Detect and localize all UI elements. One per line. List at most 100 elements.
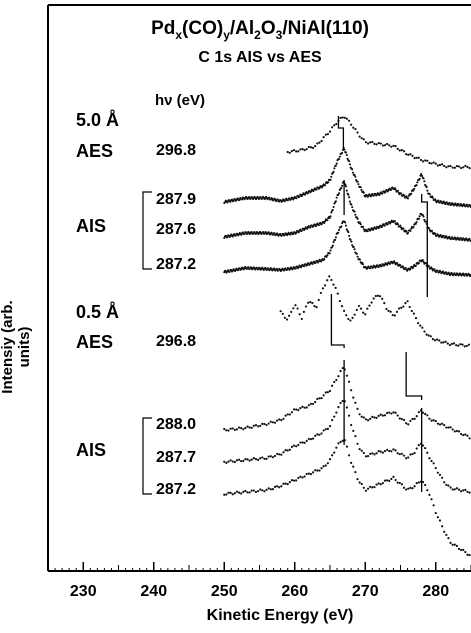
data-point: [329, 215, 332, 218]
data-point: [300, 317, 303, 321]
data-point: [255, 266, 258, 269]
data-point: [383, 144, 387, 147]
x-tick-label-230: 230: [70, 583, 97, 600]
data-point: [376, 294, 380, 297]
data-point: [356, 180, 359, 183]
data-point: [362, 486, 365, 489]
data-point: [357, 304, 361, 308]
data-point: [375, 452, 378, 455]
data-point: [402, 418, 406, 422]
data-point: [301, 148, 304, 151]
data-point: [369, 228, 372, 231]
data-point: [248, 491, 251, 494]
data-point: [349, 319, 352, 322]
ais-bracket-05: [142, 417, 152, 495]
data-point: [428, 493, 431, 496]
data-point: [336, 292, 339, 295]
data-point: [289, 233, 292, 236]
data-point: [326, 391, 329, 394]
data-point: [453, 543, 456, 546]
data-point: [417, 481, 420, 484]
data-point: [348, 234, 351, 237]
data-point: [460, 490, 463, 493]
data-point: [322, 465, 325, 468]
data-point: [426, 414, 429, 417]
data-point: [235, 428, 239, 431]
data-point: [250, 426, 253, 429]
data-point: [329, 249, 332, 252]
data-point: [413, 485, 416, 488]
data-point: [457, 202, 460, 206]
data-point: [235, 490, 239, 493]
data-point: [294, 267, 297, 270]
data-point: [368, 267, 372, 270]
data-point: [256, 425, 260, 428]
data-point: [292, 148, 296, 152]
data-point: [431, 338, 435, 341]
data-point: [295, 197, 298, 200]
data-point: [334, 238, 337, 241]
data-point: [383, 449, 387, 453]
data-point: [414, 222, 417, 225]
data-point: [324, 184, 327, 187]
data-point: [347, 317, 350, 321]
data-point: [282, 269, 286, 272]
data-point: [311, 301, 314, 305]
data-point: [362, 191, 365, 194]
data-point: [311, 402, 315, 406]
data-point: [405, 230, 408, 233]
data-point: [254, 457, 258, 461]
data-point: [358, 413, 361, 416]
data-point: [280, 234, 283, 237]
ais-hv-05-3: 287.2: [156, 481, 197, 498]
data-point: [466, 434, 469, 437]
data-point: [288, 448, 291, 451]
data-point: [434, 198, 437, 201]
data-point: [305, 406, 308, 409]
data-point: [298, 195, 301, 198]
data-point: [355, 252, 358, 255]
data-point: [402, 150, 406, 153]
data-point: [436, 338, 439, 341]
data-point: [386, 448, 389, 451]
data-point: [419, 158, 423, 162]
data-point: [284, 449, 287, 452]
data-point: [358, 447, 361, 451]
x-tick-label-240: 240: [140, 583, 167, 600]
data-point: [407, 456, 410, 459]
data-point: [360, 482, 363, 486]
data-point: [465, 273, 468, 276]
data-point: [261, 489, 264, 492]
data-point: [351, 316, 354, 319]
data-point: [286, 482, 289, 486]
data-point: [339, 401, 342, 405]
ais-hv-5-2: 287.6: [156, 221, 197, 238]
data-point: [240, 427, 243, 430]
data-point: [348, 196, 351, 199]
data-point: [453, 488, 456, 491]
data-point: [297, 443, 300, 447]
data-point: [407, 153, 410, 156]
data-point: [281, 312, 284, 315]
data-point: [380, 264, 383, 268]
data-point: [290, 479, 294, 482]
data-point: [290, 445, 294, 448]
data-point: [400, 452, 404, 455]
data-point: [410, 309, 413, 313]
data-point: [362, 451, 365, 455]
data-point: [265, 268, 268, 271]
data-point: [405, 422, 408, 425]
data-point: [437, 199, 440, 202]
data-point: [290, 310, 293, 314]
data-point: [299, 441, 302, 444]
data-point: [373, 485, 376, 489]
data-point: [261, 231, 265, 234]
data-point: [459, 237, 462, 240]
data-point: [409, 486, 412, 489]
data-point: [438, 163, 442, 167]
data-point: [288, 480, 291, 484]
data-point: [390, 477, 393, 481]
data-point: [409, 267, 412, 271]
data-point: [233, 492, 236, 495]
data-point: [392, 144, 395, 147]
